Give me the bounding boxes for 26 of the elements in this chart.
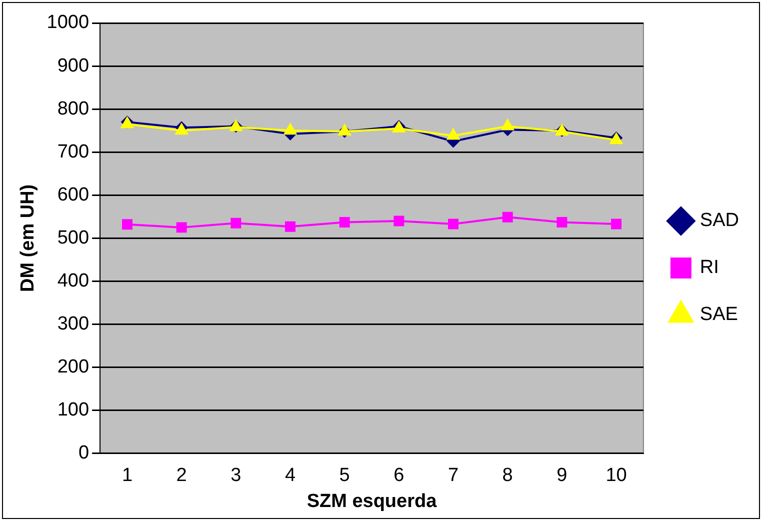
y-tick-label: 500 [57,227,90,248]
y-tick-label: 200 [57,356,90,378]
y-tick-label: 1000 [46,12,90,34]
y-tick-label: 800 [57,98,90,120]
y-tick-label: 300 [57,314,90,335]
y-tick-label: 700 [57,141,90,162]
y-tick-label: 600 [57,184,90,206]
x-tick-label: 6 [394,465,404,486]
x-tick-label: 4 [284,465,296,486]
y-tick-label: 0 [78,442,90,464]
y-tick-label: 900 [57,55,90,76]
x-tick-label: 10 [606,465,627,486]
x-axis-title: SZM esquerda [306,490,438,512]
x-tick-label: 7 [448,465,459,486]
x-tick-label: 1 [122,465,133,486]
y-axis-title: DM (em UH) [18,184,39,292]
legend-label: RI [700,257,719,278]
x-tick-label: 8 [502,465,513,486]
y-tick-label: 100 [57,400,90,421]
x-tick-label: 2 [176,465,187,486]
x-tick-label: 3 [230,465,242,486]
x-tick-label: 5 [339,465,350,486]
y-tick-label: 400 [57,270,90,292]
x-tick-label: 9 [556,465,568,486]
legend-label: SAD [700,210,740,232]
legend-label: SAE [700,304,738,326]
